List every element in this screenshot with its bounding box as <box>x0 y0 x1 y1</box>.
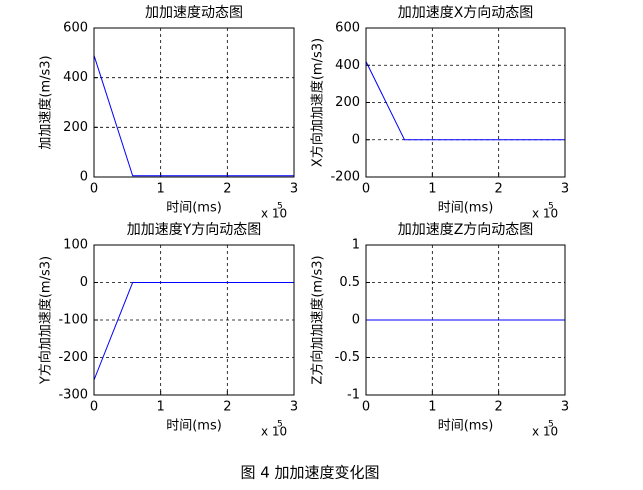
x-scale-exponent: 5 <box>548 202 554 212</box>
data-line <box>93 55 294 177</box>
y-tick-label: 1 <box>352 238 360 253</box>
x-tick-label: 1 <box>428 182 436 197</box>
plot-area <box>94 28 294 177</box>
x-tick-label: 2 <box>223 182 231 197</box>
x-scale-exponent: 5 <box>277 420 283 430</box>
y-tick-label: 0 <box>80 170 88 185</box>
x-scale-base: x 10 <box>532 425 558 439</box>
x-tick-label: 2 <box>495 400 503 415</box>
y-tick-label: -100 <box>58 313 88 328</box>
x-tick-label: 1 <box>157 400 165 415</box>
y-tick-label: -200 <box>330 170 360 185</box>
y-tick-label: 200 <box>63 120 88 135</box>
y-tick-label: 100 <box>63 238 88 253</box>
x-scale-base: x 10 <box>261 207 287 221</box>
x-tick-label: 0 <box>362 400 370 415</box>
x-tick-label: 3 <box>290 182 298 197</box>
y-tick-label: 200 <box>335 95 360 110</box>
y-tick-label: -300 <box>58 388 88 403</box>
plot-area <box>94 245 294 395</box>
x-tick-label: 0 <box>90 182 98 197</box>
y-tick-label: 600 <box>335 21 360 36</box>
y-tick-label: -200 <box>58 350 88 365</box>
x-scale-exponent: 5 <box>548 420 554 430</box>
axes-box <box>93 244 295 396</box>
x-scale-exponent: 5 <box>277 202 283 212</box>
axes-box <box>93 27 295 178</box>
chart-title: 加加速度Z方向动态图 <box>398 222 534 238</box>
x-axis-label: 时间(ms) <box>166 201 222 216</box>
y-tick-label: -0.5 <box>335 350 360 365</box>
y-tick-label: 400 <box>63 70 88 85</box>
x-axis-label: 时间(ms) <box>438 419 494 434</box>
data-line <box>93 282 294 381</box>
x-tick-label: 0 <box>90 400 98 415</box>
y-tick-label: -1 <box>347 388 360 403</box>
x-tick-label: 0 <box>362 182 370 197</box>
chart-title: 加加速度Y方向动态图 <box>127 222 262 238</box>
plot-area <box>366 28 565 177</box>
y-tick-label: 0.5 <box>339 275 360 290</box>
x-tick-label: 1 <box>428 400 436 415</box>
y-axis-label: Z方向加加速度(m/s3) <box>310 255 326 384</box>
caption: 图 4 加加速度变化图 <box>240 464 379 482</box>
x-scale-base: x 10 <box>532 207 558 221</box>
axes-box <box>365 27 566 178</box>
y-tick-label: 400 <box>335 58 360 73</box>
x-tick-label: 3 <box>561 400 569 415</box>
y-axis-label: 加加速度(m/s3) <box>38 55 54 149</box>
y-tick-label: 0 <box>352 313 360 328</box>
x-axis-label: 时间(ms) <box>166 419 222 434</box>
x-tick-label: 2 <box>223 400 231 415</box>
y-tick-label: 600 <box>63 21 88 36</box>
x-tick-label: 3 <box>561 182 569 197</box>
y-axis-label: X方向加加速度(m/s3) <box>310 38 326 167</box>
x-tick-label: 1 <box>157 182 165 197</box>
chart-title: 加加速度X方向动态图 <box>398 5 534 21</box>
data-line <box>365 61 565 141</box>
x-axis-label: 时间(ms) <box>438 201 494 216</box>
axes-box <box>365 244 566 396</box>
x-tick-label: 2 <box>495 182 503 197</box>
y-axis-label: Y方向加加速度(m/s3) <box>38 256 54 385</box>
x-scale-base: x 10 <box>261 425 287 439</box>
y-tick-label: 0 <box>352 132 360 147</box>
x-tick-label: 3 <box>290 400 298 415</box>
y-tick-label: 0 <box>80 275 88 290</box>
chart-title: 加加速度动态图 <box>145 5 243 21</box>
